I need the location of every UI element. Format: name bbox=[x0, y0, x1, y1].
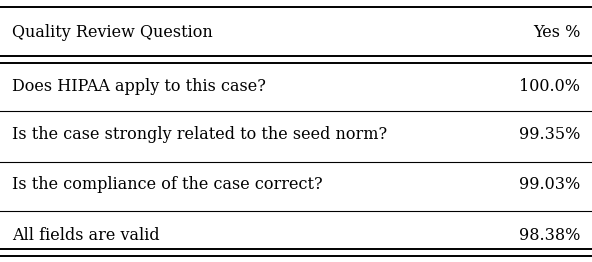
Text: Yes %: Yes % bbox=[533, 24, 580, 41]
Text: 99.35%: 99.35% bbox=[519, 127, 580, 143]
Text: All fields are valid: All fields are valid bbox=[12, 227, 159, 244]
Text: Quality Review Question: Quality Review Question bbox=[12, 24, 213, 41]
Text: 98.38%: 98.38% bbox=[519, 227, 580, 244]
Text: Does HIPAA apply to this case?: Does HIPAA apply to this case? bbox=[12, 78, 266, 95]
Text: Is the case strongly related to the seed norm?: Is the case strongly related to the seed… bbox=[12, 127, 387, 143]
Text: 100.0%: 100.0% bbox=[519, 78, 580, 95]
Text: 99.03%: 99.03% bbox=[519, 176, 580, 193]
Text: Is the compliance of the case correct?: Is the compliance of the case correct? bbox=[12, 176, 323, 193]
